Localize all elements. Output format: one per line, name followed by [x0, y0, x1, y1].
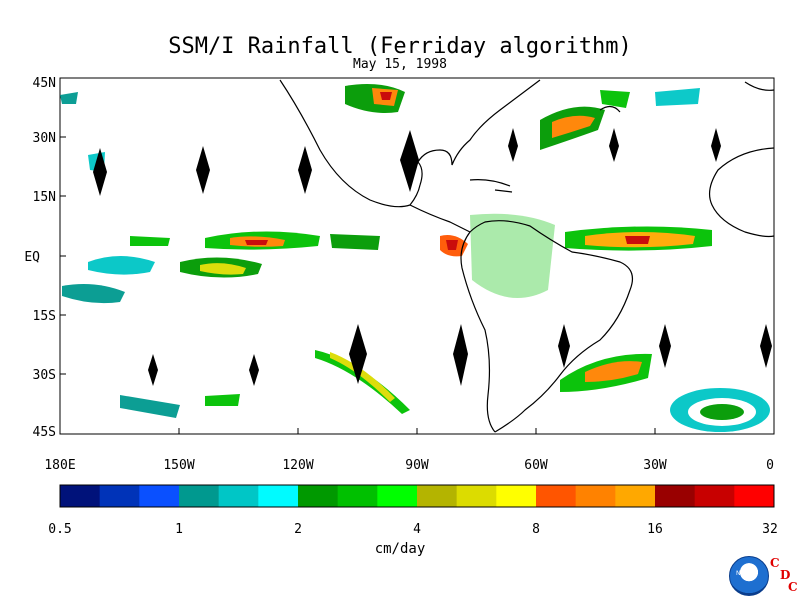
map-frame	[59, 77, 775, 435]
lat-label: 30S	[33, 368, 56, 383]
colorbar-swatch	[377, 485, 418, 507]
colorbar-swatch	[734, 485, 775, 507]
cdc-logo-letter: C	[770, 556, 780, 570]
colorbar-swatch	[60, 485, 101, 507]
colorbar-swatch	[298, 485, 339, 507]
lon-label: 0	[766, 458, 774, 473]
colorbar-swatch	[99, 485, 140, 507]
colorbar-swatch	[536, 485, 577, 507]
lon-label: 90W	[405, 458, 429, 473]
colorbar-tick-label: 4	[413, 522, 421, 537]
colorbar-swatch	[694, 485, 735, 507]
longitude-axis: 180E 150W 120W 90W 60W 30W 0	[44, 428, 775, 473]
colorbar-swatch	[615, 485, 656, 507]
lon-label: 30W	[643, 458, 667, 473]
colorbar-tick-label: 8	[532, 522, 540, 537]
cdc-logo-letter: D	[780, 568, 791, 582]
map-date: May 15, 1998	[353, 57, 447, 72]
colorbar-unit-label: cm/day	[374, 541, 426, 557]
colorbar-tick-label: 16	[647, 522, 663, 537]
colorbar-swatch	[337, 485, 378, 507]
map-title: SSM/I Rainfall (Ferriday algorithm)	[168, 34, 632, 59]
satellite-gap-markers	[93, 128, 772, 386]
colorbar-swatch	[139, 485, 180, 507]
lat-label: EQ	[24, 250, 40, 265]
colorbar-swatch	[496, 485, 537, 507]
lon-label: 120W	[282, 458, 313, 473]
colorbar-swatch	[218, 485, 259, 507]
lon-label: 60W	[524, 458, 548, 473]
colorbar-swatch	[417, 485, 458, 507]
colorbar-tick-label: 1	[175, 522, 183, 537]
lat-label: 15N	[33, 190, 56, 205]
colorbar-swatch	[655, 485, 696, 507]
noaa-logo-text: NOAA	[736, 570, 754, 577]
colorbar-tick-label: 0.5	[48, 522, 71, 537]
colorbar-swatch	[575, 485, 616, 507]
lat-label: 15S	[33, 309, 56, 324]
colorbar-ticks: 0.5 1 2 4 8 16 32	[48, 522, 778, 537]
noaa-logo	[729, 556, 769, 596]
lat-label: 30N	[33, 131, 56, 146]
latitude-axis: 45N 30N 15N EQ 15S 30S 45S	[24, 76, 66, 440]
colorbar-swatch	[456, 485, 497, 507]
cdc-logo-letter: C	[788, 580, 798, 594]
colorbar-tick-label: 32	[762, 522, 778, 537]
colorbar-swatch	[179, 485, 220, 507]
rain-bands	[60, 84, 770, 432]
lon-label: 180E	[44, 458, 75, 473]
colorbar-frame	[59, 484, 775, 508]
colorbar-tick-label: 2	[294, 522, 302, 537]
colorbar-swatch	[258, 485, 299, 507]
lat-label: 45S	[33, 425, 56, 440]
lon-label: 150W	[163, 458, 194, 473]
lat-label: 45N	[33, 76, 56, 91]
colorbar	[60, 485, 775, 507]
